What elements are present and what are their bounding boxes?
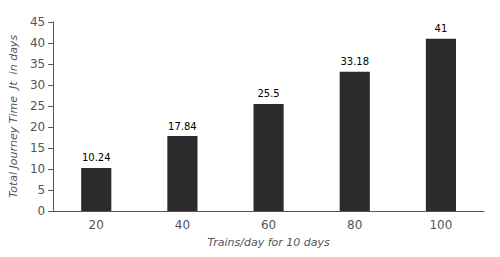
svg-text:40: 40 bbox=[30, 36, 45, 50]
svg-text:10: 10 bbox=[30, 162, 45, 176]
svg-text:Trains/day for 10 days: Trains/day for 10 days bbox=[207, 236, 330, 249]
svg-text:30: 30 bbox=[30, 78, 45, 92]
svg-text:5: 5 bbox=[38, 183, 46, 197]
svg-text:Total Journey Time Jt in day: Total Journey Time Jt in days bbox=[7, 35, 20, 198]
svg-text:15: 15 bbox=[30, 141, 45, 155]
svg-text:33.18: 33.18 bbox=[340, 56, 369, 67]
svg-text:0: 0 bbox=[38, 204, 46, 218]
svg-text:40: 40 bbox=[175, 218, 190, 232]
svg-text:20: 20 bbox=[89, 218, 104, 232]
svg-text:10.24: 10.24 bbox=[82, 152, 111, 163]
svg-text:17.84: 17.84 bbox=[168, 121, 197, 132]
svg-text:80: 80 bbox=[347, 218, 362, 232]
svg-text:25.5: 25.5 bbox=[257, 88, 279, 99]
svg-text:60: 60 bbox=[261, 218, 276, 232]
svg-text:25: 25 bbox=[30, 99, 45, 113]
svg-text:100: 100 bbox=[429, 218, 452, 232]
svg-text:45: 45 bbox=[30, 15, 45, 29]
svg-text:35: 35 bbox=[30, 57, 45, 71]
svg-text:41: 41 bbox=[435, 23, 448, 34]
svg-text:20: 20 bbox=[30, 120, 45, 134]
